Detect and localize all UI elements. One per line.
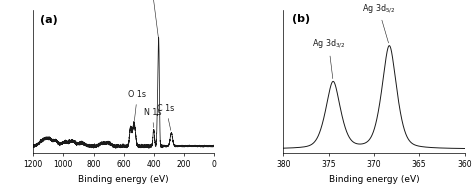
Text: (a): (a)	[40, 15, 58, 25]
X-axis label: Binding energy (eV): Binding energy (eV)	[79, 175, 169, 184]
Text: Ag 3d$_{3/2}$: Ag 3d$_{3/2}$	[312, 38, 346, 79]
Text: Ag 3d$_{5/2}$: Ag 3d$_{5/2}$	[362, 2, 395, 43]
Text: O 1s: O 1s	[128, 90, 146, 121]
X-axis label: Binding energy (eV): Binding energy (eV)	[328, 175, 419, 184]
Text: N 1s: N 1s	[144, 108, 161, 128]
Text: (b): (b)	[292, 14, 310, 24]
Text: C 1s: C 1s	[157, 104, 175, 130]
Text: Ag 3d: Ag 3d	[139, 0, 162, 39]
